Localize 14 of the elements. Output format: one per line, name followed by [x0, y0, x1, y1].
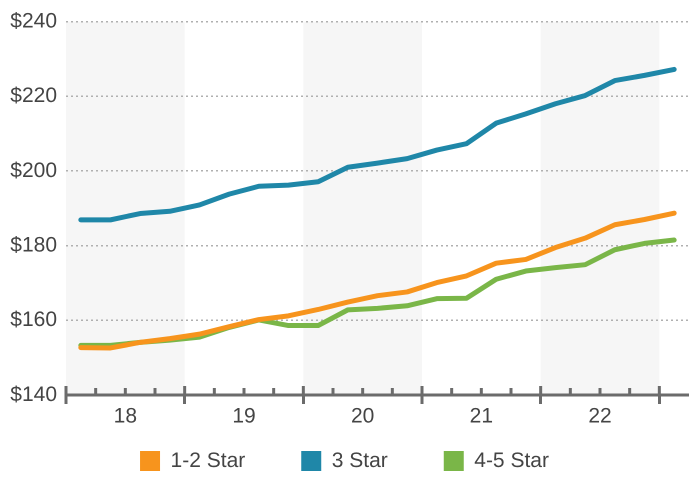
legend-label: 4-5 Star — [474, 448, 549, 472]
x-tick-label: 19 — [232, 404, 256, 428]
legend-label: 3 Star — [332, 448, 388, 472]
legend-label: 1-2 Star — [170, 448, 246, 472]
x-tick-label: 21 — [470, 404, 494, 428]
x-tick-label: 18 — [114, 404, 138, 428]
y-tick-label: $220 — [10, 84, 57, 108]
x-tick-label: 20 — [350, 404, 374, 428]
y-tick-label: $180 — [10, 233, 57, 256]
y-tick-label: $240 — [10, 9, 57, 32]
x-tick-label: 22 — [588, 404, 612, 428]
y-tick-label: $140 — [10, 382, 57, 406]
y-tick-label: $160 — [10, 308, 57, 332]
y-tick-label: $200 — [10, 158, 57, 182]
